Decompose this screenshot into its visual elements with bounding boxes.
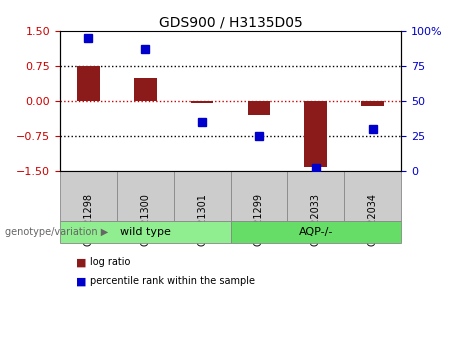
Bar [248, 101, 270, 115]
Text: AQP-/-: AQP-/- [299, 227, 333, 237]
Bar [191, 101, 213, 103]
Text: GSM21300: GSM21300 [140, 193, 150, 246]
Bar [174, 171, 230, 221]
Text: GSM21301: GSM21301 [197, 193, 207, 246]
Text: GSM21298: GSM21298 [83, 193, 94, 246]
Bar [344, 171, 401, 221]
Bar [304, 101, 327, 167]
Text: GSM22034: GSM22034 [367, 193, 378, 246]
Text: ■: ■ [76, 276, 87, 286]
Bar [117, 171, 174, 221]
Text: ■: ■ [76, 257, 87, 267]
Bar [77, 66, 100, 101]
Bar [287, 171, 344, 221]
Title: GDS900 / H3135D05: GDS900 / H3135D05 [159, 16, 302, 30]
Text: genotype/variation ▶: genotype/variation ▶ [5, 227, 108, 237]
Text: wild type: wild type [120, 227, 171, 237]
Bar [60, 171, 117, 221]
Text: log ratio: log ratio [90, 257, 130, 267]
Bar [230, 171, 287, 221]
Text: GSM21299: GSM21299 [254, 193, 264, 246]
Text: percentile rank within the sample: percentile rank within the sample [90, 276, 255, 286]
Text: GSM22033: GSM22033 [311, 193, 321, 246]
Bar [134, 78, 157, 101]
Bar [361, 101, 384, 106]
